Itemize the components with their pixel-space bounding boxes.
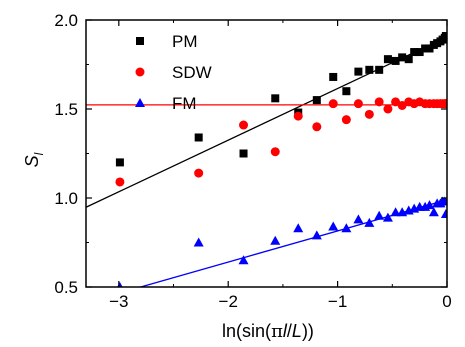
legend-marker-pm — [136, 37, 144, 45]
data-point-sdw — [364, 109, 374, 119]
x-tick-label: 0 — [442, 292, 451, 311]
data-point-pm — [365, 65, 374, 74]
x-tick-label: −3 — [109, 292, 128, 311]
legend-label-pm: PM — [172, 32, 198, 51]
svg-text:Sl: Sl — [22, 152, 46, 167]
data-point-pm — [329, 72, 338, 81]
data-point-sdw — [383, 104, 393, 114]
legend-label-fm: FM — [172, 94, 197, 113]
data-point-pm — [115, 158, 124, 167]
data-point-fm — [270, 235, 281, 245]
data-point-fm — [440, 209, 447, 219]
data-point-fm — [353, 214, 364, 224]
data-point-pm — [375, 65, 384, 74]
data-point-sdw — [293, 111, 303, 121]
y-tick-label: 1.0 — [54, 189, 78, 208]
data-point-fm — [382, 212, 393, 222]
data-point-fm — [238, 255, 249, 265]
data-point-pm — [271, 94, 280, 103]
data-point-pm — [425, 44, 434, 53]
data-point-sdw — [441, 99, 447, 109]
data-point-pm — [239, 149, 248, 158]
x-tick-label: −1 — [328, 292, 347, 311]
data-point-sdw — [239, 120, 249, 130]
data-point-fm — [341, 223, 352, 233]
data-point-pm — [404, 55, 413, 64]
legend-label-sdw: SDW — [172, 63, 212, 82]
data-point-pm — [410, 48, 419, 57]
data-point-pm — [421, 44, 430, 53]
data-point-sdw — [353, 99, 363, 109]
data-point-pm — [398, 53, 407, 62]
data-point-fm — [428, 207, 439, 217]
x-axis-label: ln(sin(πl/L)) — [222, 321, 314, 342]
legend: PM SDW FM — [135, 32, 212, 113]
y-tick-label: 2.0 — [54, 11, 78, 30]
data-point-sdw — [194, 168, 204, 178]
data-point-fm — [311, 230, 322, 240]
data-point-fm — [364, 217, 375, 227]
legend-marker-sdw — [135, 67, 145, 77]
y-axis-label: Sl — [22, 152, 46, 167]
data-point-pm — [391, 56, 400, 65]
data-point-fm — [424, 200, 435, 210]
legend-marker-fm — [135, 98, 145, 107]
x-tick-label: −2 — [219, 292, 238, 311]
y-tick-label: 0.5 — [54, 278, 78, 297]
data-point-sdw — [397, 100, 407, 110]
y-tick-label: 1.5 — [54, 100, 78, 119]
data-point-pm — [342, 87, 351, 96]
data-point-pm — [415, 48, 424, 57]
data-point-pm — [354, 67, 363, 76]
data-point-fm — [439, 196, 447, 206]
data-point-fm — [374, 210, 385, 220]
data-point-pm — [441, 32, 447, 41]
data-point-pm — [383, 55, 392, 64]
data-point-sdw — [270, 147, 280, 157]
data-point-sdw — [115, 177, 125, 187]
data-point-fm — [293, 223, 304, 233]
data-point-fm — [390, 207, 401, 217]
fit-line-pm — [86, 36, 447, 208]
data-point-pm — [194, 133, 203, 142]
data-point-sdw — [341, 115, 351, 125]
data-point-fm — [328, 221, 339, 231]
data-point-sdw — [374, 97, 384, 107]
data-point-sdw — [391, 97, 401, 107]
data-point-pm — [312, 96, 321, 105]
data-point-sdw — [328, 99, 338, 109]
data-point-sdw — [312, 122, 322, 132]
data-point-fm — [193, 237, 204, 247]
